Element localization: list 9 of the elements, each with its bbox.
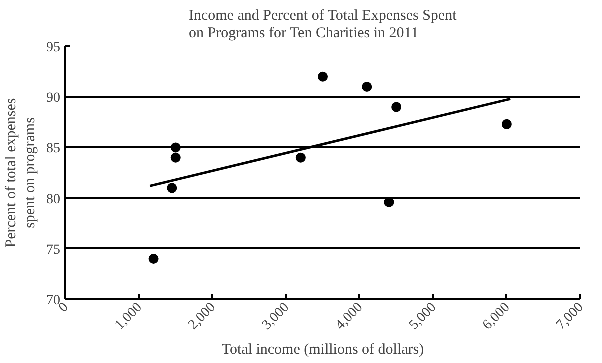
y-tick-label: 95 — [46, 40, 60, 56]
chart-title: Income and Percent of Total Expenses Spent on Programs for Ten Charities in 2011 — [188, 8, 458, 42]
y-tick-label: 70 — [46, 294, 60, 308]
y-tick-label: 90 — [46, 91, 60, 106]
y-tick-label: 80 — [46, 192, 60, 208]
y-tick-label: 85 — [46, 142, 60, 157]
y-axis-title: Percent of total expenses spent on programs — [3, 98, 38, 248]
y-tick-label: 75 — [46, 242, 60, 258]
x-axis-title: Total income (millions of dollars) — [222, 342, 424, 358]
